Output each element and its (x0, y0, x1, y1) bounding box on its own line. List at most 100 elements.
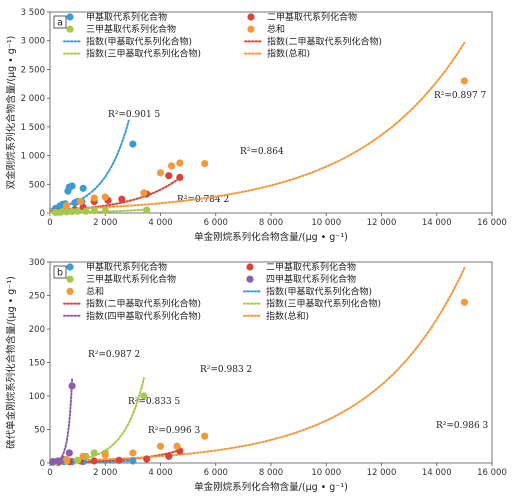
r2-label: R²=0.784 2 (177, 195, 229, 205)
y-tick-label: 0 (40, 459, 45, 469)
data-point-s3 (54, 457, 62, 465)
x-tick-label: 0 (47, 468, 52, 478)
legend-entry: 指数(二甲基取代系列化合物) (86, 298, 201, 310)
y-tick-label: 3 500 (21, 8, 45, 18)
y-tick-label: 1 000 (21, 152, 45, 162)
data-point-s3 (65, 449, 73, 457)
data-point-s3 (76, 197, 84, 206)
data-point-s0 (68, 182, 76, 190)
legend-entry: 指数(甲基取代系列化合物) (266, 285, 372, 297)
legend-entry: 三甲基取代系列化合物 (86, 23, 176, 35)
legend-marker (66, 13, 74, 21)
legend-entry: 指数(二甲基取代系列化合物) (267, 35, 382, 47)
data-point-s4 (62, 456, 71, 464)
r2-label: R²=0.983 2 (200, 365, 252, 375)
data-point-s4 (129, 449, 137, 457)
legend-marker (66, 25, 74, 33)
x-tick-label: 16 000 (477, 218, 507, 228)
trendline-4 (49, 267, 466, 462)
data-point-s4 (460, 298, 468, 306)
data-point-s1 (143, 455, 151, 463)
legend-marker (247, 25, 255, 33)
legend-marker (66, 287, 74, 295)
y-tick-label: 250 (29, 292, 45, 302)
data-point-s3 (140, 189, 148, 197)
x-tick-label: 0 (47, 218, 52, 228)
data-point-s3 (201, 160, 209, 168)
panel-b: b 0 2 000 4 000 6 000 8 000 10 000 12 000 14 000… (5, 258, 507, 493)
legend-entry: 总和 (86, 285, 104, 297)
trendline-3 (49, 41, 466, 211)
data-point-s2 (51, 208, 60, 217)
r2-label: R²=0.986 3 (436, 421, 489, 431)
y-axis-label: 双金刚烷系列化合物含量/(μg • g⁻¹) (5, 36, 17, 190)
y-tick-label: 50 (34, 426, 45, 436)
data-point-s0 (129, 457, 137, 465)
data-point-s2 (140, 392, 148, 400)
legend-entry: 二甲基取代系列化合物 (266, 261, 356, 273)
legend-marker (247, 13, 255, 21)
data-point-s3 (167, 162, 176, 170)
y-tick-label: 3 000 (21, 37, 45, 47)
legend-marker (246, 263, 254, 271)
legend-entry: 指数(总和) (266, 310, 309, 322)
data-point-s2 (90, 207, 98, 215)
x-tick-label: 8 000 (259, 218, 283, 228)
x-tick-label: 14 000 (422, 218, 452, 228)
panel-label-box (53, 265, 67, 279)
legend-entry: 四甲基取代系列化合物 (266, 273, 356, 285)
data-point-s1 (90, 457, 98, 465)
legend-entry: 总和 (267, 23, 285, 35)
data-point-s2 (82, 207, 90, 215)
x-tick-label: 2 000 (93, 468, 117, 478)
y-tick-label: 0 (40, 209, 45, 219)
data-point-s1 (165, 172, 173, 180)
y-tick-label: 150 (29, 359, 45, 369)
y-tick-label: 2 500 (21, 65, 45, 75)
data-point-s2 (143, 206, 151, 214)
data-point-s1 (118, 195, 126, 203)
r2-label: R²=0.987 2 (88, 350, 140, 360)
x-tick-label: 12 000 (367, 468, 397, 478)
x-tick-label: 14 000 (422, 468, 452, 478)
data-point-s1 (165, 452, 173, 460)
data-point-s3 (68, 382, 76, 390)
legend-marker (66, 275, 74, 283)
data-point-s4 (156, 442, 165, 450)
y-tick-label: 100 (29, 392, 45, 402)
data-point-s1 (115, 456, 123, 464)
data-point-s3 (49, 458, 57, 466)
data-point-s4 (201, 432, 209, 440)
data-point-s3 (90, 194, 98, 202)
x-axis-label: 单金刚烷系列化合物含量/(μg • g⁻¹) (194, 481, 348, 493)
data-point-s2 (68, 207, 76, 216)
panel-a: a 0 2 000 4 000 6 000 8 000 10 000 12 000 14 000… (5, 8, 507, 243)
x-tick-label: 12 000 (367, 218, 397, 228)
x-tick-label: 16 000 (477, 468, 507, 478)
x-tick-label: 4 000 (148, 218, 172, 228)
data-point-s1 (176, 173, 184, 181)
x-axis-label: 单金刚烷系列化合物含量/(μg • g⁻¹) (194, 231, 348, 243)
data-point-s2 (74, 456, 82, 464)
y-tick-label: 2 000 (21, 94, 45, 104)
data-point-s3 (176, 159, 184, 167)
legend-entry: 二甲基取代系列化合物 (267, 11, 357, 23)
legend-entry: 指数(甲基取代系列化合物) (86, 35, 192, 47)
r2-label: R²=0.833 5 (128, 397, 181, 407)
x-tick-label: 10 000 (311, 218, 341, 228)
y-tick-label: 200 (29, 325, 45, 335)
data-point-s0 (79, 184, 87, 192)
x-tick-label: 4 000 (148, 468, 172, 478)
panel-label: b (57, 268, 63, 279)
y-tick-label: 300 (29, 258, 45, 268)
trendline-0 (49, 119, 130, 210)
data-point-s2 (74, 207, 82, 215)
panel-label-box (53, 15, 67, 29)
legend-entry: 指数(三甲基取代系列化合物) (266, 298, 381, 310)
x-tick-label: 8 000 (259, 468, 283, 478)
legend-entry: 甲基取代系列化合物 (86, 11, 167, 23)
y-tick-label: 1 500 (21, 123, 45, 133)
r2-label: R²=0.996 3 (148, 426, 201, 436)
data-point-s4 (79, 452, 87, 460)
